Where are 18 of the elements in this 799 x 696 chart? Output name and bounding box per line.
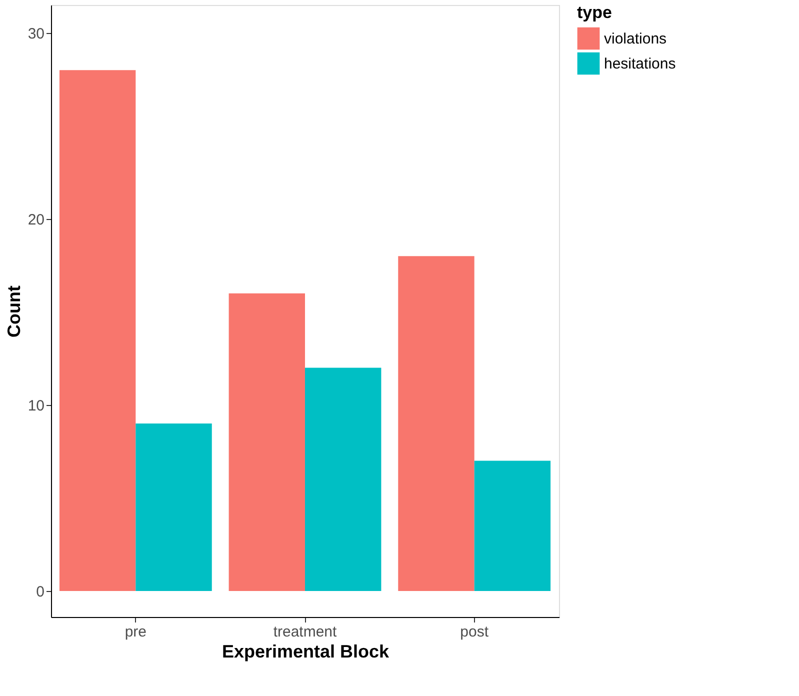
y-tick-label: 10 <box>28 397 44 414</box>
bar <box>136 424 212 591</box>
y-axis-title: Count <box>4 286 24 338</box>
y-tick-label: 30 <box>28 25 44 42</box>
bar <box>59 70 136 591</box>
y-tick-label: 20 <box>28 211 44 228</box>
x-tick-label: post <box>460 624 490 640</box>
x-tick-label: treatment <box>273 624 338 640</box>
x-tick-label: pre <box>124 624 147 640</box>
bar <box>474 460 551 591</box>
bar <box>398 256 474 591</box>
legend-label: violations <box>604 30 667 48</box>
bar <box>228 293 305 591</box>
y-tick-label: 0 <box>36 583 44 600</box>
bar <box>305 368 382 591</box>
legend-label: hesitations <box>604 56 676 72</box>
x-axis-title: Experimental Block <box>222 642 390 662</box>
legend-title: type <box>577 3 612 22</box>
